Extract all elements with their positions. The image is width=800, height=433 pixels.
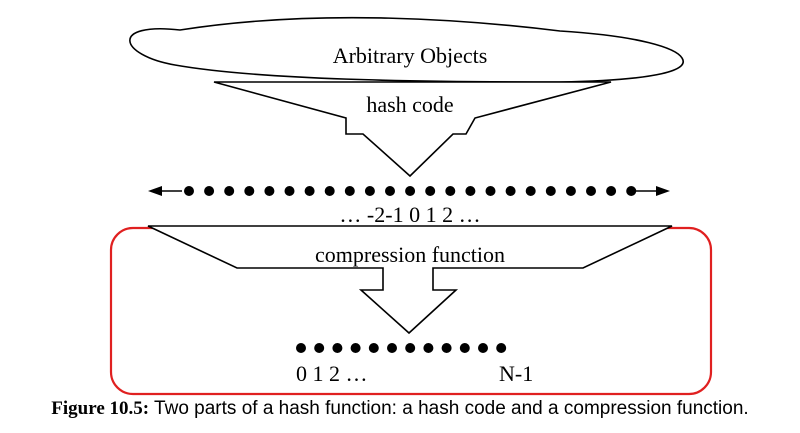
- compression-funnel: [147, 225, 673, 335]
- integer-line: [148, 186, 670, 196]
- integer-dot: [224, 186, 235, 196]
- bucket-dot: [405, 343, 416, 353]
- bucket-dot: [459, 343, 470, 353]
- bucket-dot: [423, 343, 434, 353]
- bucket-dot: [332, 343, 343, 353]
- arbitrary-objects-cloud: [129, 16, 684, 83]
- hash-code-label: hash code: [366, 92, 453, 117]
- integer-axis-label: … -2-1 0 1 2 …: [339, 202, 480, 227]
- integer-dot: [405, 186, 416, 196]
- integer-dot: [586, 186, 596, 196]
- integer-dot: [465, 186, 476, 196]
- integer-dot: [284, 186, 295, 196]
- compression-function-label: compression function: [315, 242, 505, 267]
- bucket-dot: [350, 343, 361, 353]
- bucket-dot: [441, 343, 452, 353]
- figure-caption-label: Figure 10.5:: [51, 398, 150, 419]
- arbitrary-objects-label: Arbitrary Objects: [333, 43, 488, 68]
- integer-dot: [184, 186, 194, 196]
- integer-dot: [445, 186, 456, 196]
- hash-code-funnel: [213, 81, 612, 178]
- integer-dot: [364, 186, 375, 196]
- bucket-end-label: N-1: [499, 361, 533, 386]
- integer-dot: [324, 186, 335, 196]
- integer-dot: [344, 186, 355, 196]
- figure-caption-text: Two parts of a hash function: a hash cod…: [149, 398, 749, 419]
- integer-dot: [545, 186, 556, 196]
- integer-dot: [606, 186, 617, 196]
- integer-dot: [425, 186, 436, 196]
- bucket-dot: [314, 343, 325, 353]
- integer-dot: [525, 186, 536, 196]
- left-arrow-head: [148, 186, 162, 196]
- integer-dot: [565, 186, 576, 196]
- integer-dot: [505, 186, 516, 196]
- bucket-dot: [478, 343, 488, 353]
- figure-caption: Figure 10.5: Two parts of a hash functio…: [0, 398, 800, 420]
- bucket-dot: [296, 343, 306, 353]
- bucket-start-label: 0 1 2 …: [296, 361, 368, 386]
- bucket-dot: [496, 343, 507, 353]
- integer-dot: [485, 186, 496, 196]
- bucket-dot: [368, 343, 379, 353]
- bucket-dots: [296, 343, 507, 353]
- integer-dots: [184, 186, 637, 196]
- integer-dot: [626, 186, 637, 196]
- integer-dot: [204, 186, 215, 196]
- right-arrow-head: [656, 186, 670, 196]
- integer-dot: [264, 186, 275, 196]
- bucket-dot: [387, 343, 397, 353]
- integer-dot: [385, 186, 395, 196]
- integer-dot: [244, 186, 255, 196]
- integer-dot: [304, 186, 315, 196]
